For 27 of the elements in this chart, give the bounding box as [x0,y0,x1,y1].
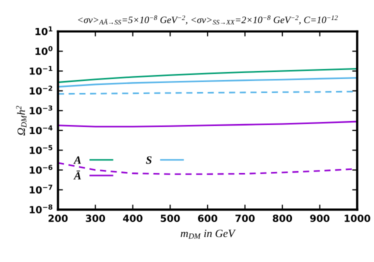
y-tick-label: 10$^{1}$ [36,26,52,36]
legend-label: A [73,156,81,164]
line-series [58,77,358,88]
y-tick-label: 10$^{−6}$ [30,164,52,174]
x-tick-label: 700 [235,214,255,222]
line-series [58,68,358,84]
x-axis-title: m$_{DM}$ in GeV [180,230,236,239]
y-tick-label: 10$^{−2}$ [30,86,52,95]
y-tick-label: 10$^{−8}$ [30,204,52,214]
y-tick-label: 10$^{−4}$ [30,125,52,134]
y-tick-label: 10$^{0}$ [36,46,52,55]
x-tick-label: 200 [48,214,68,222]
x-tick-label: 800 [272,214,292,222]
legend-label: S [146,156,152,164]
x-tick-label: 900 [310,214,330,222]
x-tick-label: 300 [86,214,106,222]
y-tick-label: 10$^{−5}$ [30,145,52,154]
y-tick-label: 10$^{−7}$ [30,184,52,194]
x-tick-label: 400 [123,214,142,222]
y-axis-title: Ω$_{DM}$h$^{2}$ [16,106,26,136]
x-tick-label: 500 [160,214,180,222]
y-tick-label: 10$^{−1}$ [30,66,52,75]
chart-title: <σv>$_{AĀ→SS}$=5×10$^{−8}$ GeV$^{−2}$, <σv>$_{SS→XX}$=2×10$^{−8}$ GeV$^{−2}$, C=10$^{−12}$ [78,15,338,25]
legend-label: Ā [73,170,81,180]
x-tick-label: 1000 [344,214,370,222]
x-tick-label: 600 [198,214,218,222]
y-tick-label: 10$^{−3}$ [30,105,52,114]
